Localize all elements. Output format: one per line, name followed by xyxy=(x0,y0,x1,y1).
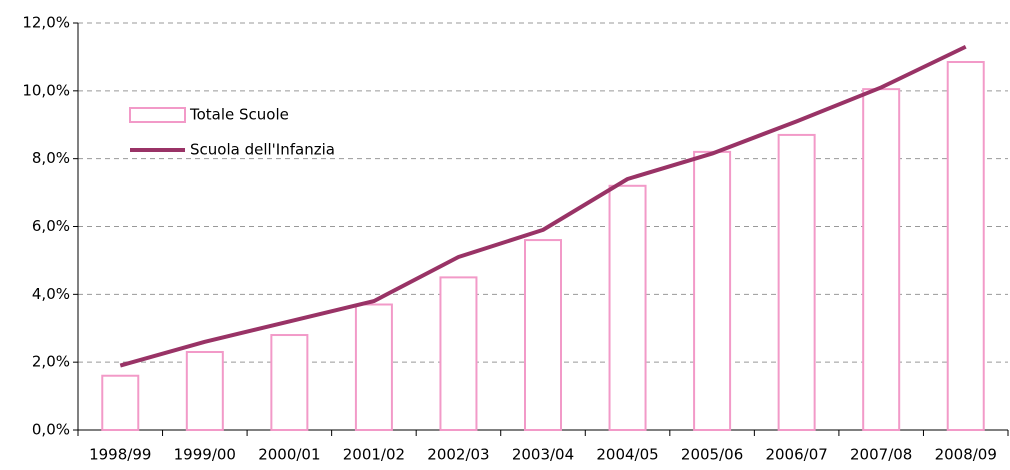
legend-label: Totale Scuole xyxy=(189,106,289,124)
x-tick-label: 2002/03 xyxy=(427,446,489,464)
x-tick-label: 2001/02 xyxy=(343,446,405,464)
y-tick-label: 8,0% xyxy=(32,149,70,167)
x-tick-label: 2003/04 xyxy=(512,446,574,464)
bar xyxy=(354,303,393,431)
y-tick-label: 2,0% xyxy=(32,353,70,371)
x-tick-label: 1998/99 xyxy=(89,446,151,464)
bar xyxy=(270,334,309,431)
x-tick-label: 1999/00 xyxy=(174,446,236,464)
x-tick-label: 2006/07 xyxy=(765,446,827,464)
bar xyxy=(946,61,985,431)
bar xyxy=(862,88,901,431)
x-tick-label: 2004/05 xyxy=(596,446,658,464)
x-tick-label: 2000/01 xyxy=(258,446,320,464)
y-tick-label: 6,0% xyxy=(32,217,70,235)
y-tick-label: 10,0% xyxy=(22,81,70,99)
legend-swatch xyxy=(129,107,186,123)
bar xyxy=(777,133,816,432)
bar xyxy=(524,239,562,431)
bar xyxy=(693,150,732,431)
y-tick-label: 12,0% xyxy=(22,14,70,32)
bar xyxy=(185,350,224,431)
x-tick-label: 2008/09 xyxy=(935,446,997,464)
bar xyxy=(608,184,647,431)
line xyxy=(119,44,967,368)
bar xyxy=(101,374,140,432)
x-tick-label: 2007/08 xyxy=(850,446,912,464)
bar xyxy=(439,276,478,431)
y-tick-label: 0,0% xyxy=(32,421,70,439)
legend-label: Scuola dell'Infanzia xyxy=(190,141,335,159)
x-tick-label: 2005/06 xyxy=(681,446,743,464)
y-tick-label: 4,0% xyxy=(32,285,70,303)
